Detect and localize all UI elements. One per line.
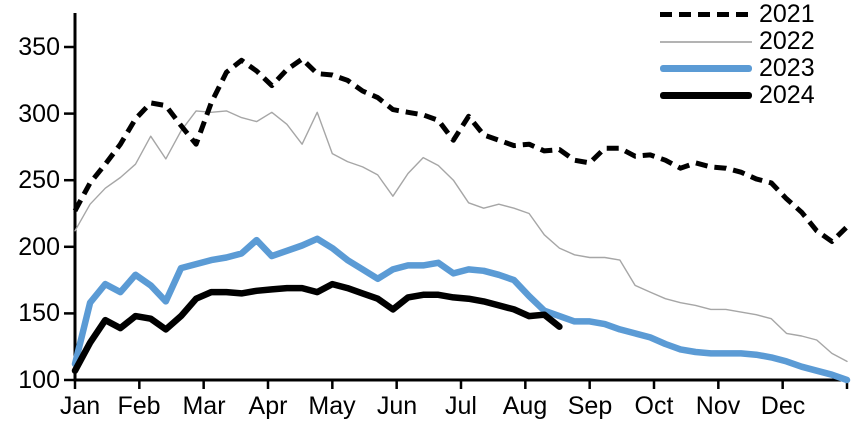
legend-item-2022: 2022: [660, 28, 815, 55]
legend-label: 2024: [759, 81, 815, 109]
series-line-2021: [72, 56, 849, 244]
x-axis-tick-label: Jun: [376, 392, 418, 420]
x-axis-tick-label: Dec: [760, 392, 806, 420]
legend-swatch-2022-thin-line: [660, 40, 752, 43]
legend: 2021 2022 2023 2024: [660, 1, 815, 109]
series-line-2022: [74, 110, 848, 363]
x-axis-tick-label: Aug: [502, 392, 548, 420]
legend-item-2024: 2024: [660, 82, 815, 109]
y-axis-tick-label: 250: [18, 166, 60, 194]
y-axis-tick-label: 100: [18, 366, 60, 394]
legend-label: 2021: [759, 0, 815, 28]
x-axis-tick-label: Nov: [695, 392, 741, 420]
x-axis-tick-label: Sep: [567, 392, 613, 420]
series-line-2024: [71, 280, 563, 374]
x-axis-tick-label: Apr: [248, 392, 288, 420]
x-axis-tick-label: Jan: [59, 392, 101, 420]
x-axis-tick-label: Mar: [182, 392, 226, 420]
x-axis-tick-label: Feb: [117, 392, 161, 420]
legend-swatch-2023-blue-line: [660, 65, 752, 72]
y-axis-tick-label: 300: [18, 100, 60, 128]
y-axis-tick-label: 150: [18, 299, 60, 327]
legend-label: 2022: [759, 27, 815, 55]
legend-swatch-2024-black-line: [660, 92, 752, 99]
legend-swatch-2021-dashed-line: [660, 12, 752, 17]
legend-item-2023: 2023: [660, 55, 815, 82]
series-line-2023: [71, 235, 851, 384]
x-axis-tick-label: May: [308, 392, 356, 420]
legend-label: 2023: [759, 54, 815, 82]
y-axis-tick-label: 350: [18, 33, 60, 61]
legend-item-2021: 2021: [660, 1, 815, 28]
x-axis-tick-label: Oct: [634, 392, 674, 420]
y-axis-tick-label: 200: [18, 233, 60, 261]
x-axis-tick-label: Jul: [445, 392, 477, 420]
